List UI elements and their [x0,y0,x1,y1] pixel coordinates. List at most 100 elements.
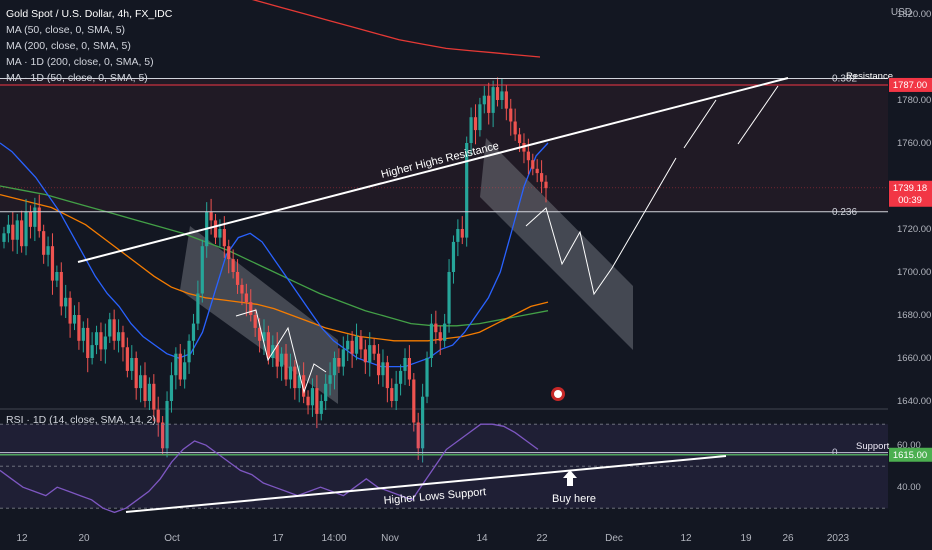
candle-body [447,272,451,324]
candle-body [293,366,297,389]
candle-body [227,246,231,260]
fib-label: 0.382 [832,74,857,85]
candle-body [240,284,244,294]
price-tick-label: 1660.00 [897,353,931,364]
candle-body [20,220,24,247]
candle-body [434,323,438,333]
candle-body [478,104,482,131]
candle-body [165,401,169,449]
price-tick-label: 1820.00 [897,9,931,20]
candle-body [266,332,270,358]
indicator-ma200[interactable]: MA (200, close, 0, SMA, 5) [6,40,131,52]
candle-body [495,87,500,100]
candle-body [544,181,548,189]
candle-body [112,319,116,341]
candle-body [354,336,359,354]
candle-body [55,272,59,281]
candle-body [134,358,138,389]
ma-lines [0,0,549,368]
candle-body [504,91,508,109]
rsi-pane [0,423,888,514]
time-tick-label: 20 [78,533,90,544]
candle-body [416,422,420,449]
symbol-title[interactable]: Gold Spot / U.S. Dollar, 4h, FX_IDC [6,8,173,20]
candle-body [465,143,469,238]
candle-body [443,323,447,341]
candle-body [535,168,539,174]
candle-body [482,95,486,105]
candle-body [403,358,407,371]
candle-body [288,366,293,380]
fib-label: 0 [832,448,838,459]
candle-body [187,340,191,363]
candle-body [24,211,28,247]
candle-body [139,375,143,389]
fib-zone [0,78,888,212]
rsi-tick-label: 40.00 [897,482,921,493]
higher-lows-trendline [125,455,727,513]
pane-divider[interactable] [0,408,888,410]
candle-body [28,211,33,227]
time-tick-label: 17 [272,533,284,544]
candle-body [359,336,363,350]
fib-label: 0.236 [832,207,857,218]
candle-body [421,396,425,449]
candle-body [381,362,385,376]
candle-body [306,396,310,406]
indicator-ma1d200[interactable]: MA · 1D (200, close, 0, SMA, 5) [6,56,154,68]
rsi-line [0,423,539,514]
candle-body [2,233,6,242]
candle-body [152,383,156,410]
ma-1d-200-line [251,0,541,58]
time-tick-label: 26 [782,533,794,544]
candle-body [103,336,107,350]
candle-body [394,383,398,401]
candle-body [183,362,187,380]
indicator-ma50[interactable]: MA (50, close, 0, SMA, 5) [6,24,126,36]
candle-body [500,91,504,100]
event-flag-icon-inner [554,390,562,398]
candle-body [319,401,323,414]
currency-label: USD [890,7,912,18]
candle-body [469,117,473,143]
candle-body [143,375,147,401]
candle-body [491,87,495,113]
candle-body [517,134,522,143]
candle-body [218,229,222,238]
candle-body [368,345,372,363]
rsi-legend[interactable]: RSI · 1D (14, close, SMA, 14, 2) [6,414,156,426]
candle-body [200,246,204,294]
candle-body [209,211,213,221]
candle-body [438,332,442,341]
price-tag-value: 1615.00 [893,450,927,461]
candle-body [86,327,90,358]
candle-body [310,388,315,406]
time-tick-label: 19 [740,533,752,544]
candle-body [473,117,478,131]
support-label: Support [856,441,890,452]
channel-october [180,226,338,404]
candle-body [231,259,235,272]
candle-body [15,220,19,240]
candle-body [81,327,85,341]
price-tick-label: 1680.00 [897,310,931,321]
candle-body [99,332,103,350]
price-tag-bg [889,77,932,92]
time-tick-label: 14 [476,533,488,544]
time-tick-label: Nov [381,533,399,544]
candle-body [429,323,434,358]
indicator-ma1d50[interactable]: MA · 1D (50, close, 0, SMA, 5) [6,72,148,84]
candle-body [147,383,152,401]
candle-body [253,315,257,328]
candle-body [262,332,266,341]
candle-body [249,302,253,315]
price-tick-label: 1700.00 [897,267,931,278]
candle-body [284,353,288,380]
candle-body [337,358,341,367]
candle-body [108,319,112,337]
candle-body [531,160,535,169]
price-tick-label: 1760.00 [897,138,931,149]
